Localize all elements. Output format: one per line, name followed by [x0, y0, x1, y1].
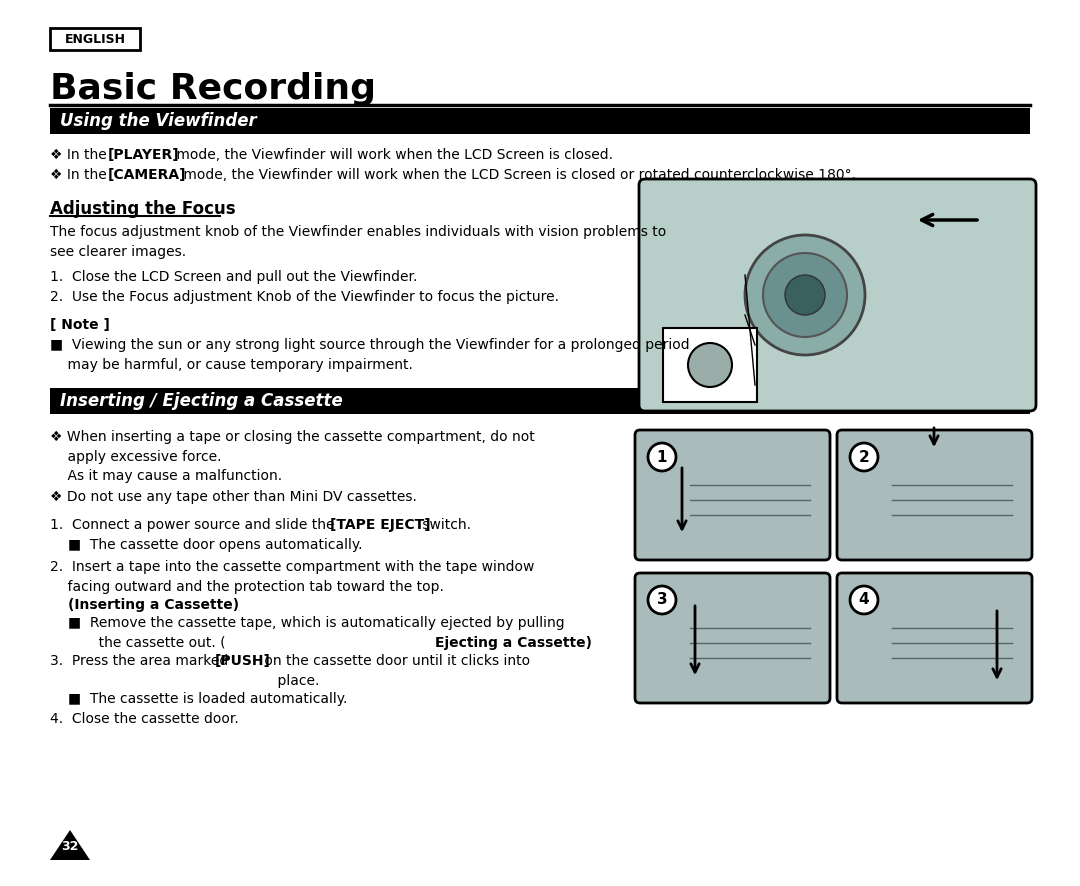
Text: Ejecting a Cassette): Ejecting a Cassette) — [435, 636, 592, 650]
Polygon shape — [50, 830, 90, 860]
Text: 2.  Use the Focus adjustment Knob of the Viewfinder to focus the picture.: 2. Use the Focus adjustment Knob of the … — [50, 290, 559, 304]
Circle shape — [745, 235, 865, 355]
Circle shape — [648, 586, 676, 614]
Text: [CAMERA]: [CAMERA] — [108, 168, 187, 182]
Text: Inserting / Ejecting a Cassette: Inserting / Ejecting a Cassette — [60, 392, 342, 410]
Text: ❖ When inserting a tape or closing the cassette compartment, do not
    apply ex: ❖ When inserting a tape or closing the c… — [50, 430, 535, 483]
Text: [TAPE EJECT]: [TAPE EJECT] — [330, 518, 431, 532]
Text: ❖ Do not use any tape other than Mini DV cassettes.: ❖ Do not use any tape other than Mini DV… — [50, 490, 417, 504]
Text: 1.  Connect a power source and slide the: 1. Connect a power source and slide the — [50, 518, 339, 532]
FancyBboxPatch shape — [639, 179, 1036, 411]
Text: Adjusting the Focus: Adjusting the Focus — [50, 200, 235, 218]
Circle shape — [850, 586, 878, 614]
Text: ■  Remove the cassette tape, which is automatically ejected by pulling
       th: ■ Remove the cassette tape, which is aut… — [68, 616, 565, 649]
FancyBboxPatch shape — [635, 573, 831, 703]
FancyBboxPatch shape — [663, 328, 757, 402]
Circle shape — [688, 343, 732, 387]
FancyBboxPatch shape — [50, 108, 1030, 134]
Text: mode, the Viewfinder will work when the LCD Screen is closed or rotated counterc: mode, the Viewfinder will work when the … — [179, 168, 856, 182]
Text: 1: 1 — [657, 449, 667, 464]
Text: 4: 4 — [859, 593, 869, 608]
Circle shape — [648, 443, 676, 471]
Circle shape — [850, 443, 878, 471]
Text: ■  Viewing the sun or any strong light source through the Viewfinder for a prolo: ■ Viewing the sun or any strong light so… — [50, 338, 690, 371]
FancyBboxPatch shape — [837, 573, 1032, 703]
Text: ■  The cassette door opens automatically.: ■ The cassette door opens automatically. — [68, 538, 363, 552]
Text: ■  The cassette is loaded automatically.: ■ The cassette is loaded automatically. — [68, 692, 348, 706]
Circle shape — [785, 275, 825, 315]
Text: Using the Viewfinder: Using the Viewfinder — [60, 112, 257, 130]
FancyBboxPatch shape — [50, 388, 1030, 414]
Text: ENGLISH: ENGLISH — [65, 33, 125, 45]
Text: 4.  Close the cassette door.: 4. Close the cassette door. — [50, 712, 239, 726]
Text: [ Note ]: [ Note ] — [50, 318, 110, 332]
Text: mode, the Viewfinder will work when the LCD Screen is closed.: mode, the Viewfinder will work when the … — [172, 148, 613, 162]
Text: ❖ In the: ❖ In the — [50, 148, 111, 162]
Text: 3: 3 — [657, 593, 667, 608]
Text: Basic Recording: Basic Recording — [50, 72, 376, 106]
FancyBboxPatch shape — [50, 28, 140, 50]
FancyBboxPatch shape — [837, 430, 1032, 560]
Text: switch.: switch. — [418, 518, 471, 532]
Text: 2: 2 — [859, 449, 869, 464]
Text: 2.  Insert a tape into the cassette compartment with the tape window
    facing : 2. Insert a tape into the cassette compa… — [50, 560, 535, 594]
Text: 3.  Press the area marked: 3. Press the area marked — [50, 654, 232, 668]
Text: 32: 32 — [62, 840, 79, 852]
Text: on the cassette door until it clicks into
    place.: on the cassette door until it clicks int… — [260, 654, 530, 688]
Circle shape — [762, 253, 847, 337]
FancyBboxPatch shape — [635, 430, 831, 560]
Text: The focus adjustment knob of the Viewfinder enables individuals with vision prob: The focus adjustment knob of the Viewfin… — [50, 225, 666, 259]
Text: ❖ In the: ❖ In the — [50, 168, 111, 182]
Text: 1.  Close the LCD Screen and pull out the Viewfinder.: 1. Close the LCD Screen and pull out the… — [50, 270, 417, 284]
Text: (Inserting a Cassette): (Inserting a Cassette) — [68, 598, 239, 612]
Text: [PLAYER]: [PLAYER] — [108, 148, 179, 162]
Text: [PUSH]: [PUSH] — [215, 654, 271, 668]
